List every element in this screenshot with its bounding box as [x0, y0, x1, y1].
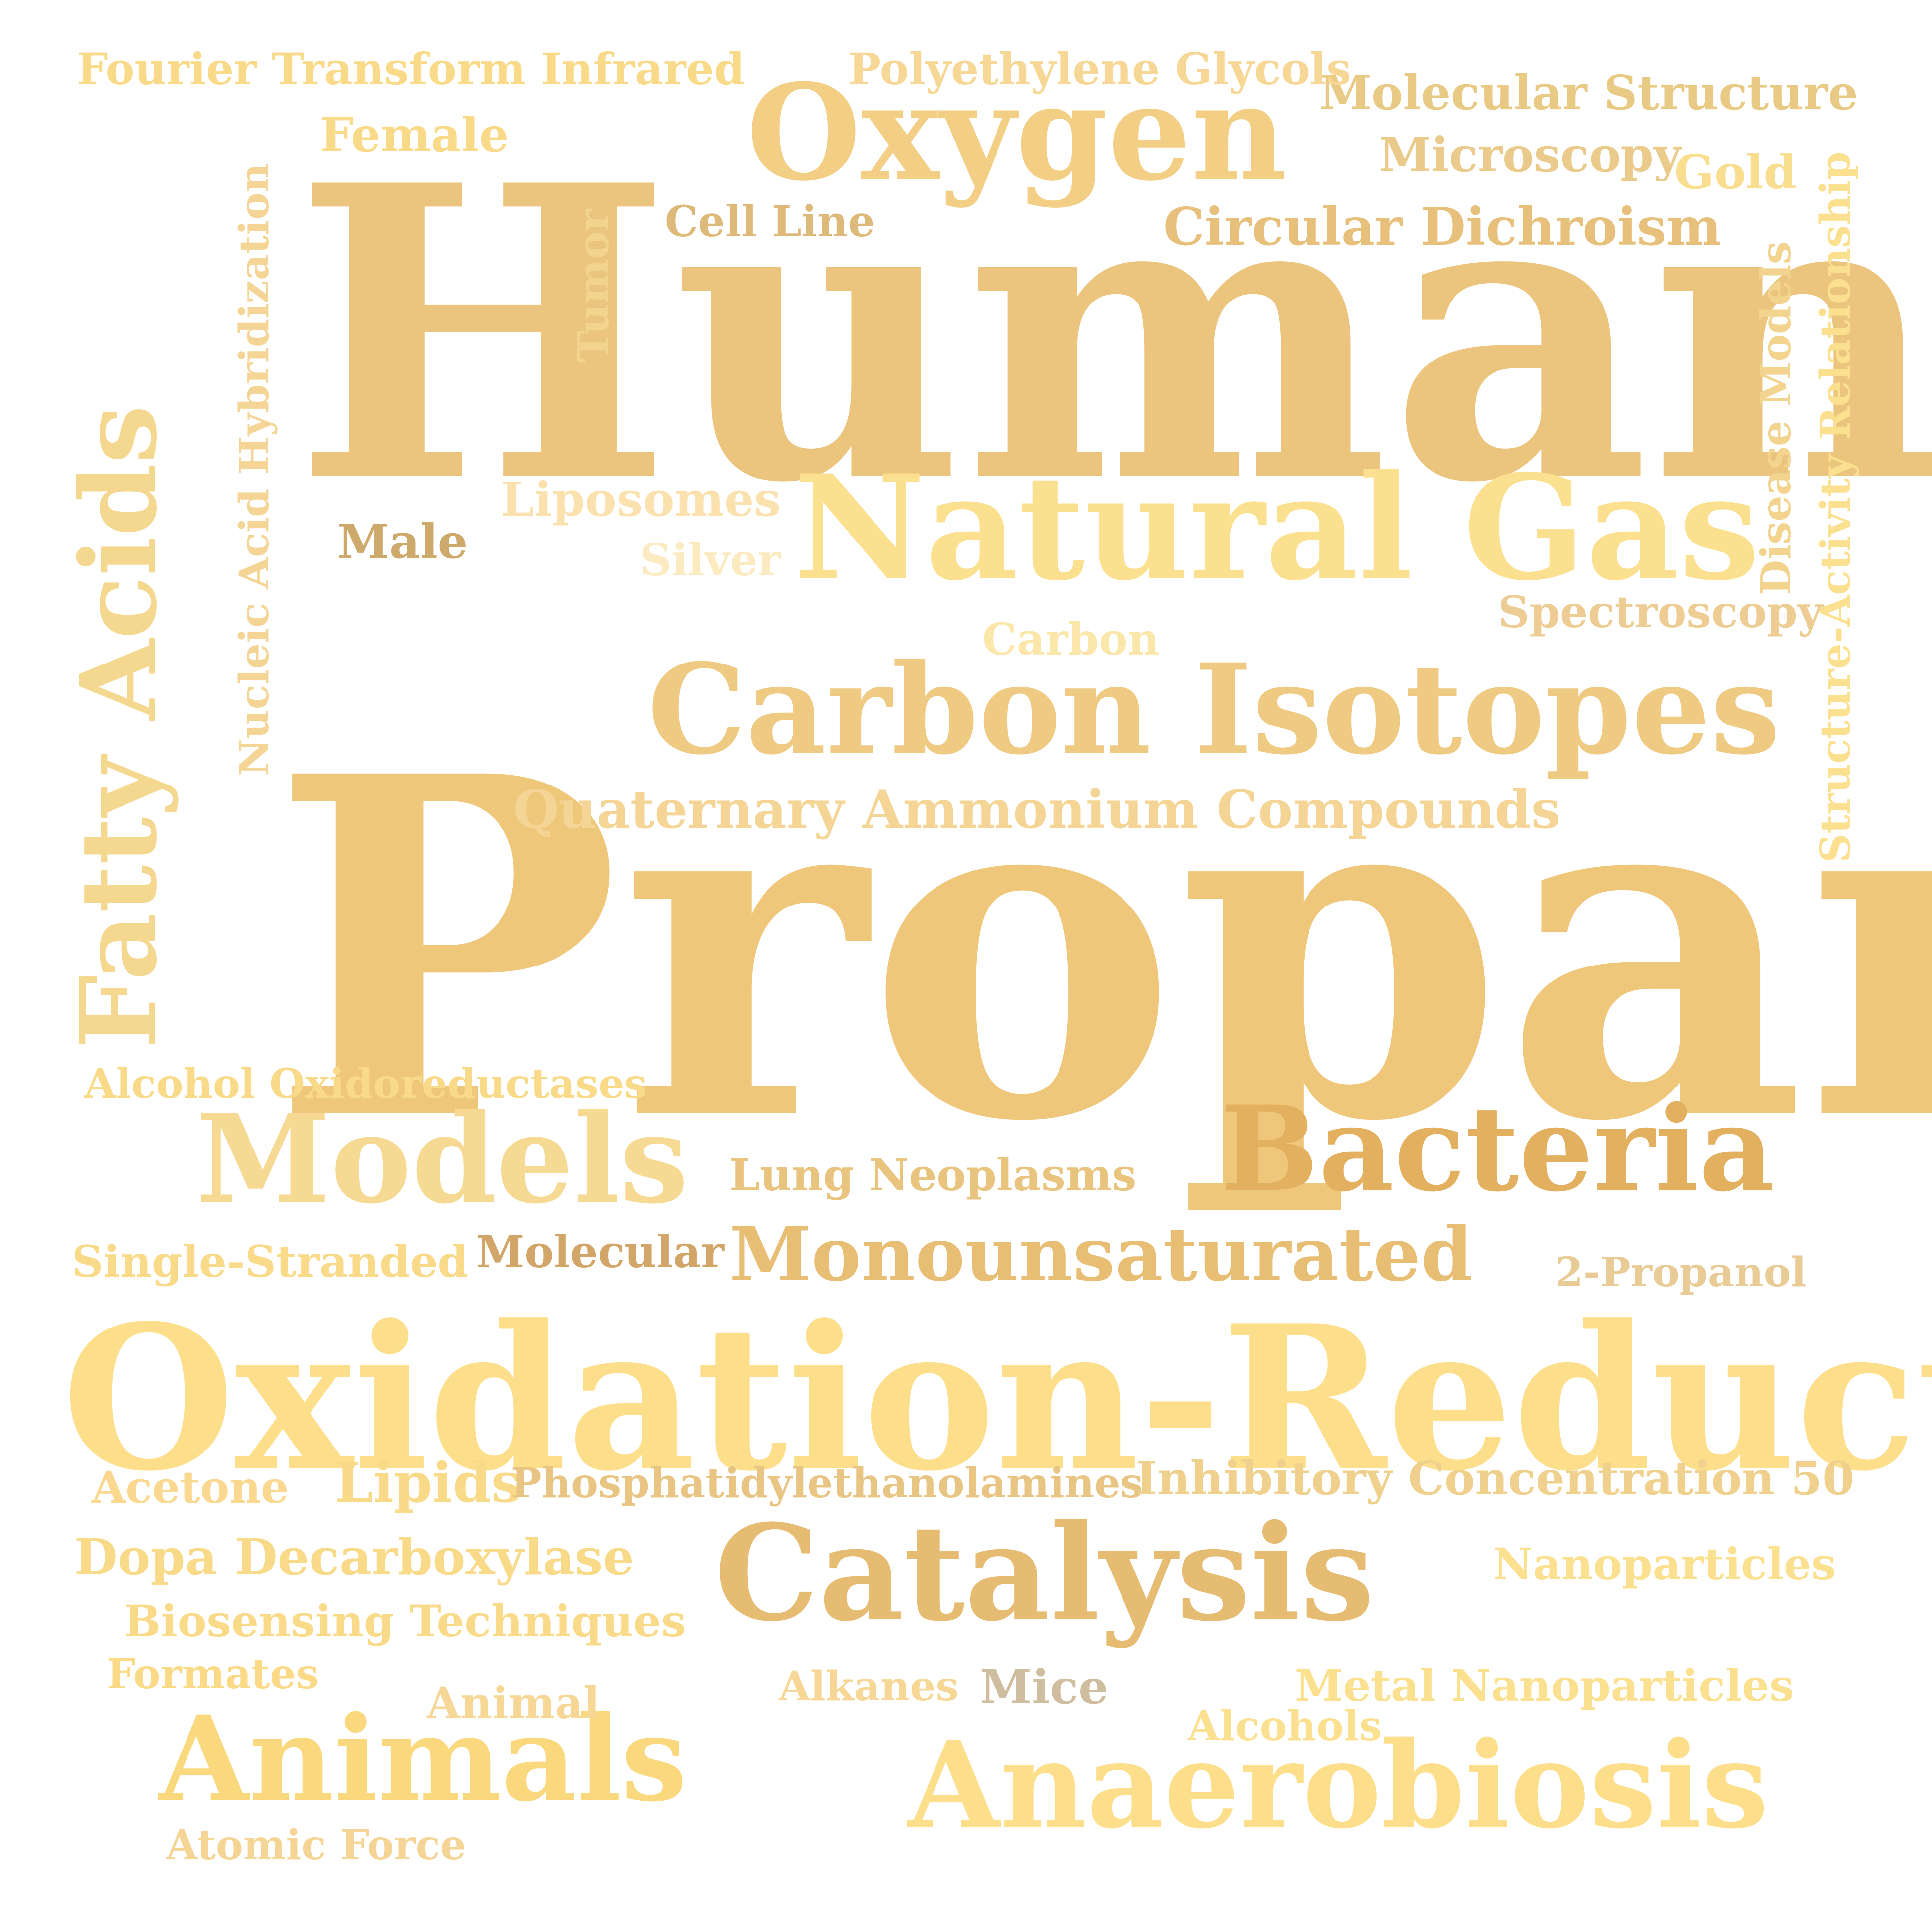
word-monounsaturated: Monounsaturated	[729, 1211, 1473, 1298]
word-phosphatidylethanolamines: Phosphatidylethanolamines	[511, 1459, 1143, 1507]
word-formates: Formates	[107, 1650, 319, 1698]
word-silver: Silver	[640, 534, 781, 586]
word-cell-line: Cell Line	[665, 197, 875, 246]
word-inhibitory-concentration-50: Inhibitory Concentration 50	[1136, 1451, 1855, 1505]
word-models: Models	[196, 1087, 688, 1230]
word-microscopy: Microscopy	[1379, 127, 1681, 182]
word-dopa-decarboxylase: Dopa Decarboxylase	[74, 1528, 634, 1586]
word-spectroscopy: Spectroscopy	[1498, 586, 1823, 638]
word-lung-neoplasms: Lung Neoplasms	[729, 1149, 1137, 1201]
word-fourier-transform-infrared: Fourier Transform Infrared	[77, 43, 745, 95]
word-mice: Mice	[980, 1660, 1109, 1715]
word-gold: Gold	[1674, 145, 1797, 200]
word-circular-dichroism: Circular Dichroism	[1163, 196, 1722, 257]
word-structure-activity-relationship: Structure-Activity Relationship	[1812, 151, 1860, 863]
word-male: Male	[337, 514, 468, 569]
word-propane: Propane	[270, 675, 1932, 1223]
word-animals: Animals	[159, 1690, 687, 1827]
word-molecular: Molecular	[476, 1226, 724, 1277]
word-anaerobiosis: Anaerobiosis	[908, 1715, 1769, 1855]
word-oxygen: Oxygen	[747, 56, 1287, 210]
word-fatty-acids: Fatty Acids	[58, 405, 180, 1049]
word-atomic-force: Atomic Force	[166, 1821, 466, 1869]
word-single-stranded: Single-Stranded	[72, 1236, 469, 1287]
word-biosensing-techniques: Biosensing Techniques	[124, 1595, 686, 1647]
word-natural-gas: Natural Gas	[794, 444, 1760, 612]
word-carbon: Carbon	[982, 613, 1160, 665]
word-oxidation-reduction: Oxidation-Reduction	[62, 1282, 1932, 1515]
word-disease-models: Disease Models	[1752, 242, 1800, 595]
word-quaternary-ammonium-compounds: Quaternary Ammonium Compounds	[513, 779, 1561, 840]
word-liposomes: Liposomes	[501, 472, 781, 527]
word-humans: Humans	[293, 99, 1932, 571]
word-2-propanol: 2-Propanol	[1555, 1249, 1807, 1296]
word-nucleic-acid-hybridization: Nucleic Acid Hybridization	[231, 163, 278, 776]
word-carbon-isotopes: Carbon Isotopes	[647, 636, 1781, 782]
word-acetone: Acetone	[92, 1461, 289, 1513]
word-alcohols: Alcohols	[1188, 1702, 1382, 1750]
word-polyethylene-glycols: Polyethylene Glycols	[848, 43, 1351, 95]
word-female: Female	[320, 108, 509, 163]
word-lipids: Lipids	[335, 1450, 522, 1514]
word-tumor: Tumor	[569, 209, 619, 362]
word-molecular-structure: Molecular Structure	[1319, 65, 1858, 121]
word-alcohol-oxidoreductases: Alcohol Oxidoreductases	[84, 1060, 647, 1108]
word-bacteria: Bacteria	[1220, 1081, 1775, 1217]
word-animal: Animal	[427, 1677, 600, 1729]
word-nanoparticles: Nanoparticles	[1493, 1538, 1836, 1590]
word-catalysis: Catalysis	[714, 1496, 1374, 1650]
word-alkanes: Alkanes	[779, 1663, 959, 1710]
word-metal-nanoparticles: Metal Nanoparticles	[1295, 1660, 1794, 1711]
